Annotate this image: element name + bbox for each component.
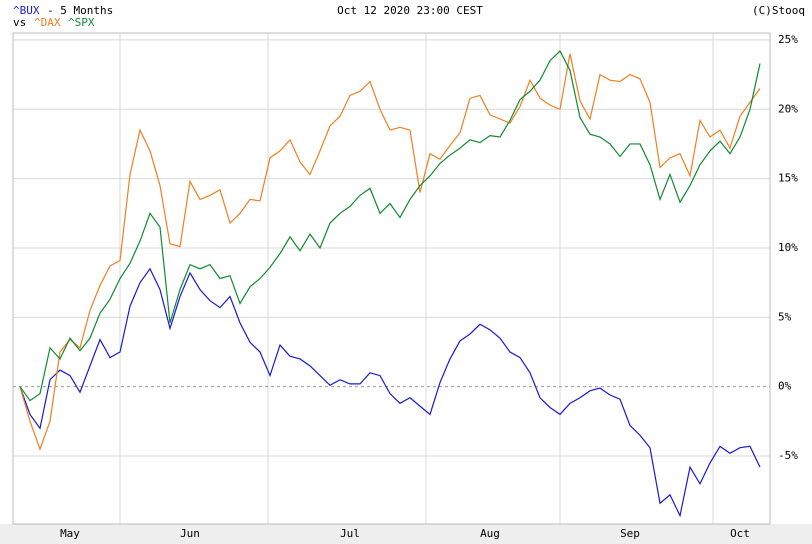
y-tick-label: -5% [778,449,798,462]
subtitle: - 5 Months [47,4,113,17]
x-tick-label: Jul [340,527,360,540]
x-tick-label: May [60,527,80,540]
legend-entry: ^BUX [13,4,40,17]
x-tick-label: Aug [480,527,500,540]
x-axis-band [0,524,812,544]
x-tick-label: Jun [180,527,200,540]
y-tick-label: 5% [778,310,792,323]
chart-title: Oct 12 2020 23:00 CEST [337,4,483,17]
legend-entry: ^DAX [34,16,61,29]
series-line [19,53,761,451]
y-tick-label: 10% [778,241,798,254]
plot-frame [12,32,771,525]
credit: (C)Stooq [752,4,805,17]
y-tick-label: 20% [778,102,798,115]
x-tick-label: Oct [730,527,750,540]
y-tick-label: 0% [778,380,792,393]
y-tick-label: 15% [778,172,798,185]
legend-prefix: vs [13,16,26,29]
series-line [19,267,761,518]
legend-entry: ^SPX [68,16,95,29]
series-line [19,50,761,402]
y-tick-label: 25% [778,33,798,46]
x-tick-label: Sep [620,527,640,540]
